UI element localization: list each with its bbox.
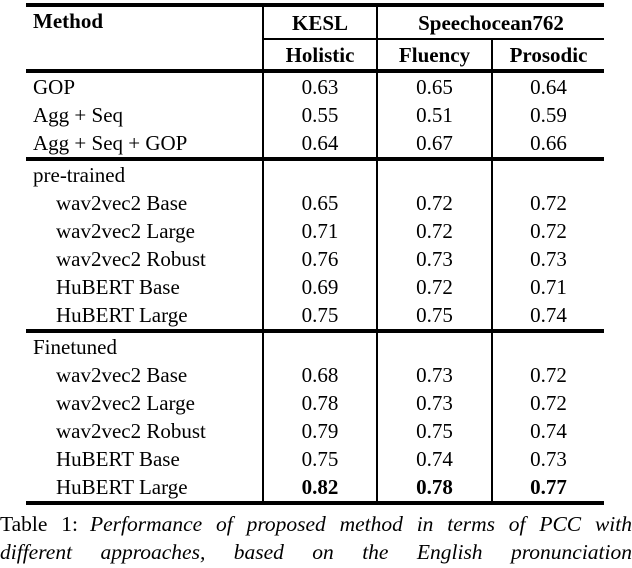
value-cell-fluency: 0.72 [377,273,493,301]
empty-cell [263,157,378,189]
value-cell-holistic: 0.65 [263,189,378,217]
value-cell-fluency: 0.75 [377,417,493,445]
section-label: pre-trained [26,157,264,189]
column-header-fluency: Fluency [377,39,493,73]
section-label-row: pre-trained [26,157,605,189]
value-cell-prosodic: 0.72 [530,363,567,387]
section-label: Finetuned [26,329,264,361]
empty-cell [263,329,378,361]
value-cell-prosodic: 0.77 [530,475,567,499]
method-cell: wav2vec2 Large [26,217,264,245]
value-cell-prosodic: 0.64 [530,75,567,99]
value-cell-prosodic: 0.74 [530,303,567,327]
column-group-speechocean762: Speechocean762 [377,5,605,40]
value-cell-fluency: 0.72 [377,189,493,217]
table-row: wav2vec2 Large 0.71 0.72 0.72 [26,217,604,245]
column-group-kesl: KESL [263,5,378,40]
value-cell-prosodic: 0.59 [530,103,567,127]
value-cell-fluency: 0.67 [377,129,493,159]
value-cell-fluency: 0.51 [377,101,493,129]
method-cell: HuBERT Base [26,273,264,301]
empty-cell [492,329,605,361]
table-caption: Table 1: Performance of proposed method i… [0,510,632,566]
table-row: wav2vec2 Base 0.65 0.72 0.72 [26,189,604,217]
value-cell-holistic: 0.79 [263,417,378,445]
method-cell: GOP [26,71,264,101]
value-cell-fluency: 0.73 [377,389,493,417]
method-cell: Agg + Seq + GOP [26,129,264,159]
value-cell-prosodic: 0.72 [530,391,567,415]
value-cell-fluency: 0.75 [377,301,493,331]
value-cell-prosodic: 0.72 [530,191,567,215]
table-row: HuBERT Base 0.69 0.72 0.71 [26,273,604,301]
value-cell-holistic: 0.82 [263,473,378,503]
value-cell-prosodic: 0.74 [530,419,567,443]
method-cell: wav2vec2 Robust [26,245,264,273]
value-cell-fluency: 0.78 [377,473,493,503]
caption-text: Performance of proposed method in terms … [0,512,632,564]
column-header-holistic: Holistic [263,39,378,73]
column-header-prosodic: Prosodic [492,39,605,73]
table-row: HuBERT Large 0.75 0.75 0.74 [26,301,604,331]
value-cell-prosodic: 0.73 [530,247,567,271]
method-cell: wav2vec2 Robust [26,417,264,445]
value-cell-prosodic: 0.66 [530,131,567,155]
column-header-method: Method [26,5,264,73]
value-cell-holistic: 0.71 [263,217,378,245]
empty-cell [492,157,605,189]
value-cell-fluency: 0.74 [377,445,493,473]
value-cell-holistic: 0.68 [263,361,378,389]
table-row: HuBERT Large 0.82 0.78 0.77 [26,473,604,503]
caption-label: Table 1: [0,512,78,536]
table-row: wav2vec2 Robust 0.79 0.75 0.74 [26,417,604,445]
header-group-row: Method KESL Speechocean762 [26,5,605,73]
table-row: Agg + Seq + GOP 0.64 0.67 0.66 [26,129,604,159]
value-cell-holistic: 0.78 [263,389,378,417]
value-cell-holistic: 0.75 [263,301,378,331]
section-label-row: Finetuned [26,329,605,361]
value-cell-fluency: 0.72 [377,217,493,245]
empty-cell [377,157,493,189]
table-row: HuBERT Base 0.75 0.74 0.73 [26,445,604,473]
value-cell-prosodic: 0.72 [530,219,567,243]
table-body: GOP 0.63 0.65 0.64 Agg + Seq 0.55 0.51 0.59 Agg … [26,71,605,503]
empty-cell [377,329,493,361]
results-table: Method KESL Speechocean762 Holistic Flue… [26,3,605,505]
value-cell-holistic: 0.55 [263,101,378,129]
table-row: wav2vec2 Base 0.68 0.73 0.72 [26,361,604,389]
method-cell: wav2vec2 Base [26,361,264,389]
value-cell-prosodic: 0.73 [530,447,567,471]
value-cell-fluency: 0.73 [377,361,493,389]
method-cell: Agg + Seq [26,101,264,129]
value-cell-holistic: 0.75 [263,445,378,473]
header-sub-row: Holistic Fluency Prosodic [26,39,605,73]
table-header: Method KESL Speechocean762 Holistic Flue… [26,5,605,73]
method-cell: HuBERT Base [26,445,264,473]
method-cell: wav2vec2 Large [26,389,264,417]
value-cell-holistic: 0.69 [263,273,378,301]
table-row: GOP 0.63 0.65 0.64 [26,71,604,101]
method-cell: HuBERT Large [26,473,264,503]
table-row: Agg + Seq 0.55 0.51 0.59 [26,101,604,129]
method-cell: wav2vec2 Base [26,189,264,217]
value-cell-prosodic: 0.71 [530,275,567,299]
value-cell-holistic: 0.64 [263,129,378,159]
value-cell-holistic: 0.63 [263,71,378,101]
value-cell-fluency: 0.65 [377,71,493,101]
method-cell: HuBERT Large [26,301,264,331]
table-row: wav2vec2 Robust 0.76 0.73 0.73 [26,245,604,273]
value-cell-fluency: 0.73 [377,245,493,273]
value-cell-holistic: 0.76 [263,245,378,273]
table-row: wav2vec2 Large 0.78 0.73 0.72 [26,389,604,417]
